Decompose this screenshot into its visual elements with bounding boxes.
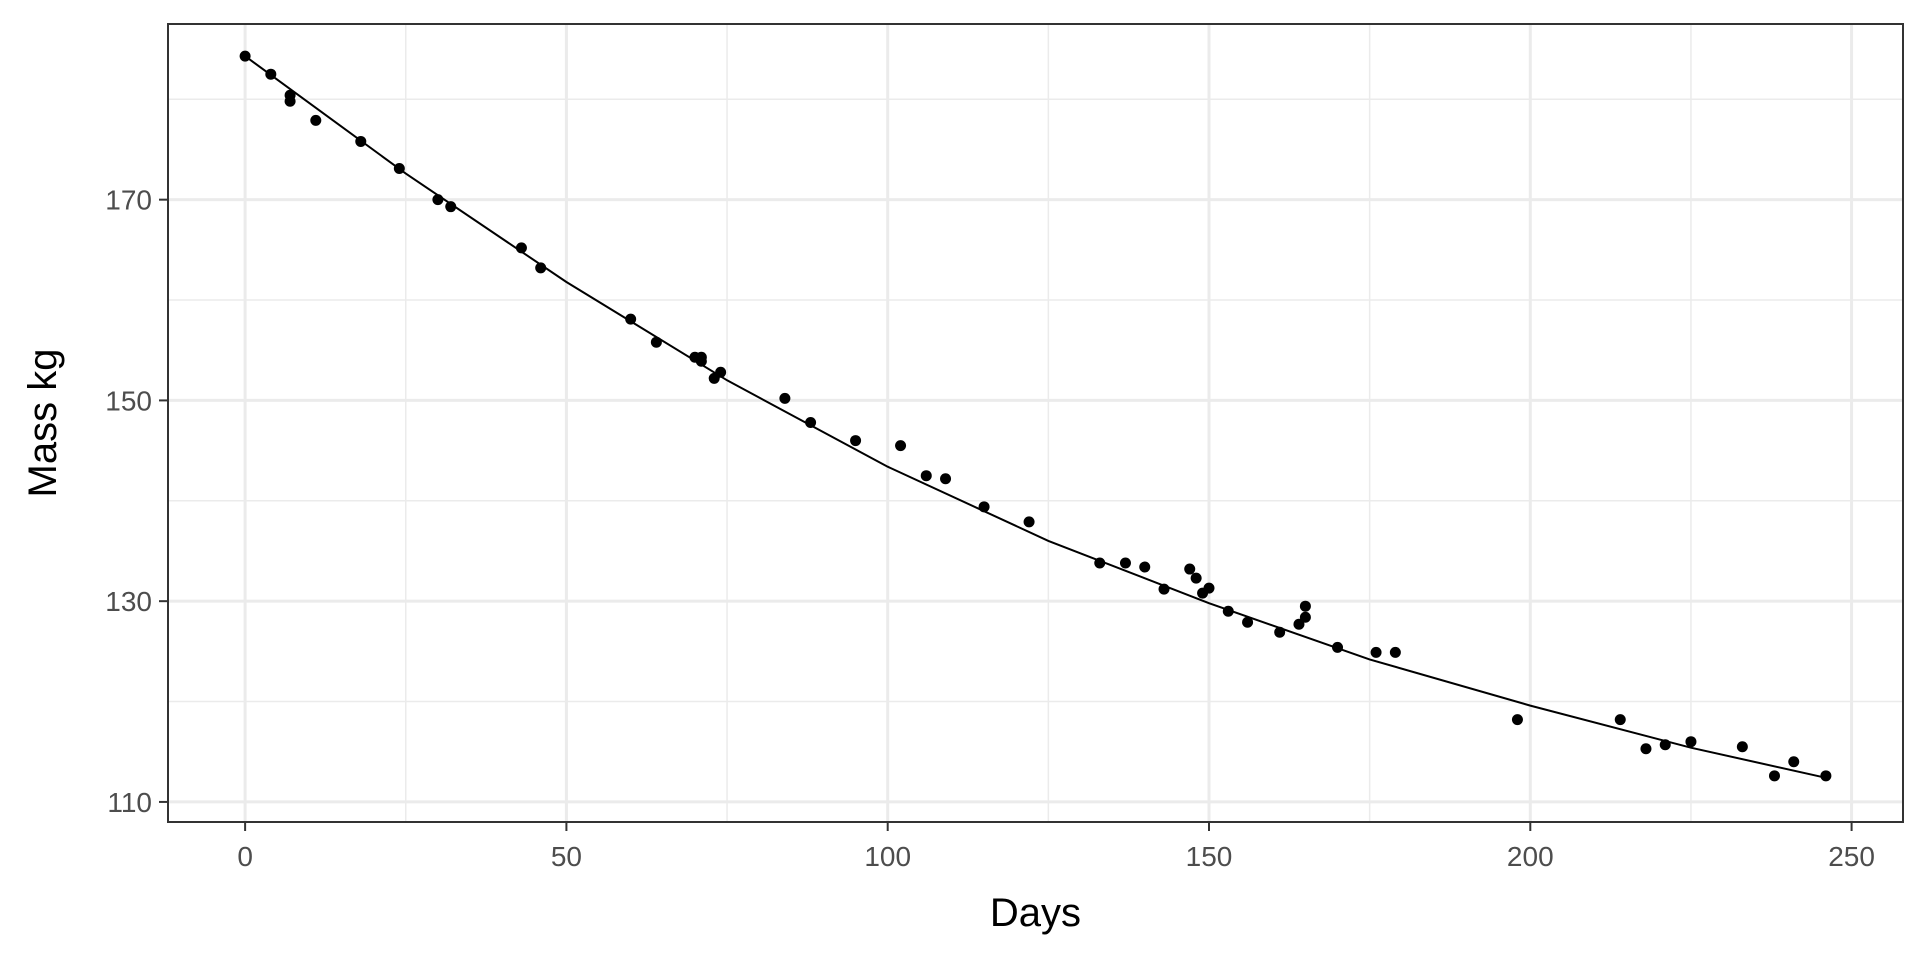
y-tick-label: 130 (105, 586, 152, 617)
x-tick-label: 0 (237, 841, 253, 872)
data-point (920, 470, 932, 482)
data-point (239, 50, 251, 62)
data-point (1023, 516, 1035, 528)
data-point (310, 114, 322, 126)
data-point (695, 355, 707, 367)
y-tick-label: 110 (107, 787, 152, 818)
data-point (1332, 641, 1344, 653)
data-point (265, 68, 277, 80)
data-point (1685, 736, 1697, 748)
data-point (1293, 618, 1305, 630)
data-point (1242, 616, 1254, 628)
x-axis-title: Days (990, 891, 1081, 935)
data-point (1222, 605, 1234, 617)
data-point (1184, 563, 1196, 575)
x-tick-label: 50 (551, 841, 582, 872)
axes: 0 50 100 150 200 250 110 130 150 170 (105, 185, 1875, 872)
panel-border (167, 23, 1904, 823)
x-tick-label: 200 (1507, 841, 1554, 872)
data-point (535, 262, 547, 274)
data-point (1158, 583, 1170, 595)
data-point (779, 392, 791, 404)
data-point (625, 313, 637, 325)
data-point (284, 95, 296, 107)
y-axis-title: Mass kg (21, 349, 65, 498)
x-tick-label: 100 (864, 841, 911, 872)
data-point (355, 135, 367, 147)
data-point (895, 440, 907, 452)
data-point (1094, 557, 1106, 569)
y-tick-label: 170 (105, 185, 152, 216)
data-point (1659, 739, 1671, 751)
data-point (650, 336, 662, 348)
x-tick-label: 250 (1828, 841, 1875, 872)
data-point (1768, 770, 1780, 782)
data-point (1614, 714, 1626, 726)
data-point (393, 163, 405, 175)
data-point (850, 435, 862, 447)
data-point (940, 473, 952, 485)
data-point (1820, 770, 1832, 782)
data-point (805, 416, 817, 428)
data-point (1389, 646, 1401, 658)
data-point (715, 366, 727, 378)
data-point (1299, 611, 1311, 623)
data-point (1736, 741, 1748, 753)
data-point (1370, 646, 1382, 658)
x-tick-label: 150 (1186, 841, 1233, 872)
y-tick-label: 150 (105, 385, 152, 416)
data-point (1139, 561, 1151, 573)
grid-lines (168, 24, 1903, 822)
data-series (239, 50, 1832, 782)
data-point (1640, 743, 1652, 755)
data-point (445, 201, 457, 213)
data-point (432, 194, 444, 206)
fit-curve (244, 55, 1827, 779)
data-point (1190, 572, 1202, 584)
data-point (515, 242, 527, 254)
data-point (978, 501, 990, 513)
data-point (1203, 582, 1215, 594)
data-point (1119, 557, 1131, 569)
data-point (1788, 756, 1800, 768)
data-point (1511, 714, 1523, 726)
data-point (1274, 626, 1286, 638)
data-point (1299, 600, 1311, 612)
